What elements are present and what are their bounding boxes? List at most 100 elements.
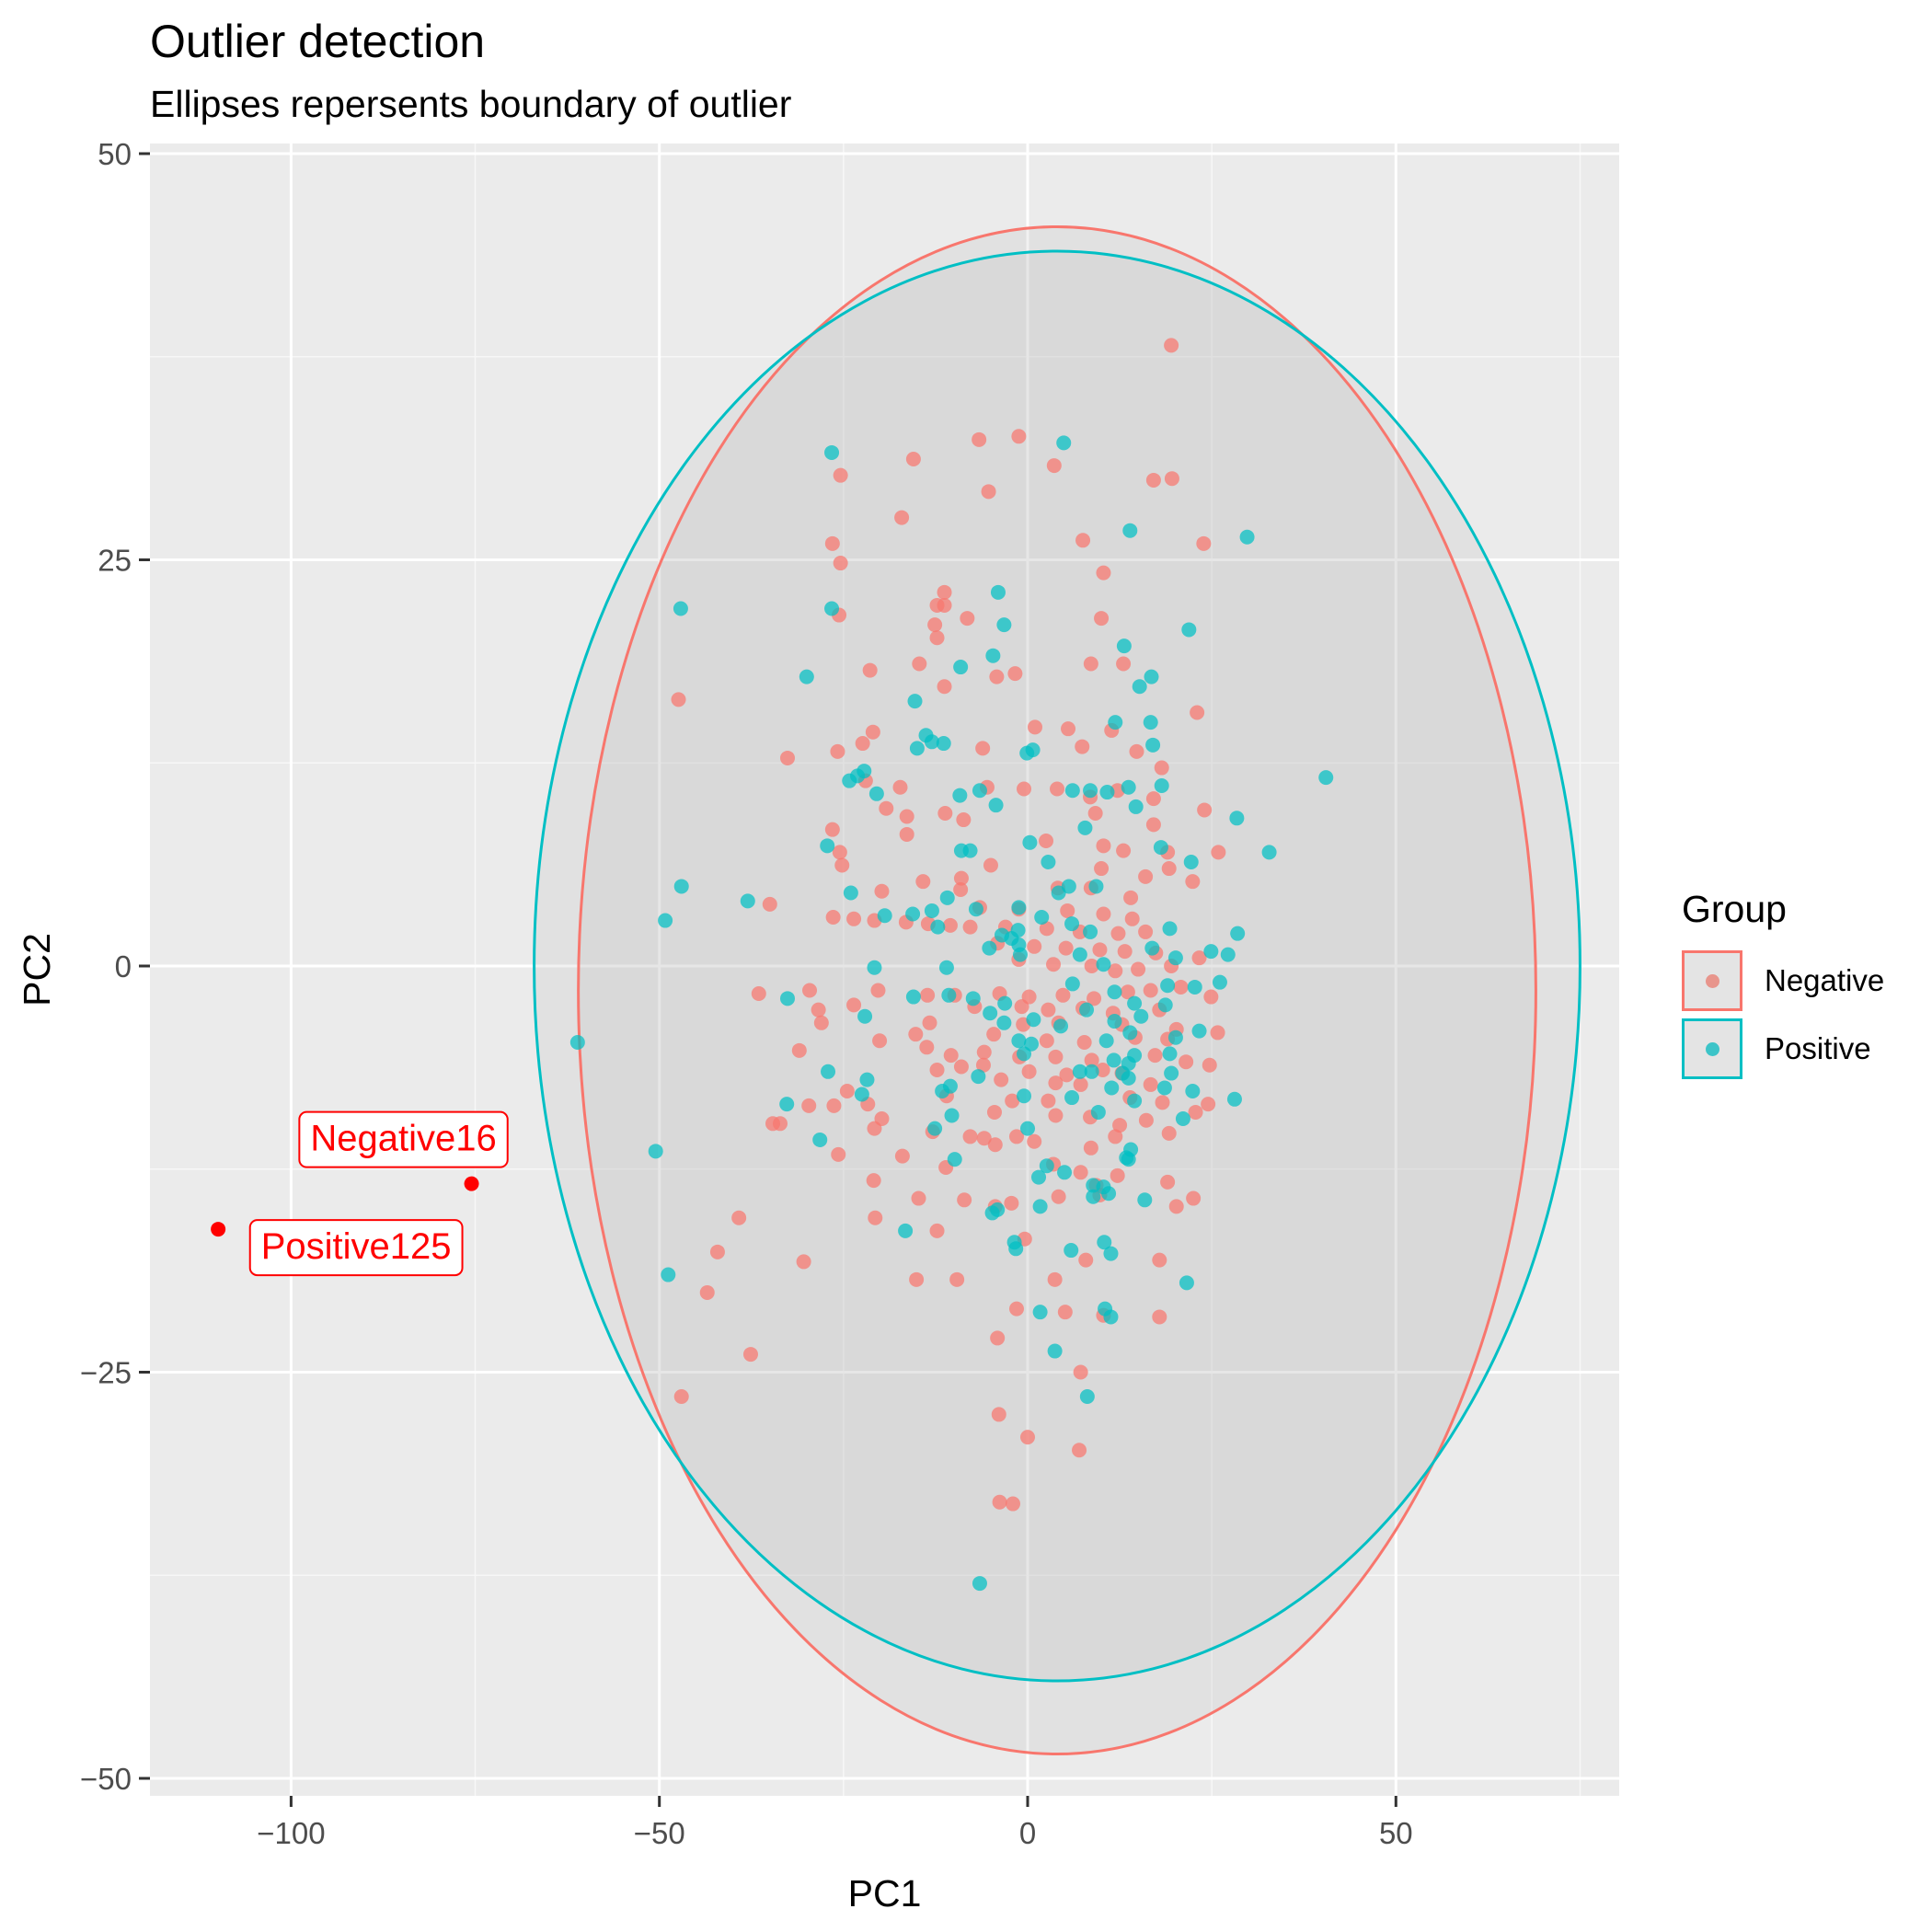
point-positive <box>947 1152 962 1167</box>
point-positive <box>1016 1046 1031 1062</box>
point-negative <box>919 1040 935 1055</box>
point-positive <box>1116 638 1132 654</box>
point-positive <box>1185 1083 1201 1098</box>
point-positive <box>1121 779 1136 795</box>
point-positive <box>854 1087 869 1102</box>
point-positive <box>965 991 981 1006</box>
point-positive <box>658 913 673 928</box>
point-positive <box>842 773 857 788</box>
point-positive <box>673 601 688 616</box>
legend-item-negative: Negative <box>1682 948 1884 1014</box>
point-positive <box>972 783 987 799</box>
point-negative <box>1116 843 1132 858</box>
point-positive <box>968 902 983 917</box>
point-positive <box>1006 1235 1022 1250</box>
point-negative <box>1075 739 1090 754</box>
point-negative <box>867 1121 882 1136</box>
point-negative <box>772 1116 788 1132</box>
point-positive <box>1122 1025 1138 1041</box>
point-positive <box>1083 783 1098 799</box>
point-negative <box>1160 1174 1176 1190</box>
point-negative <box>989 669 1005 684</box>
point-positive <box>1039 1158 1054 1174</box>
point-negative <box>994 1072 1009 1087</box>
point-negative <box>976 1044 992 1060</box>
point-positive <box>857 1008 873 1024</box>
x-tick-label: −100 <box>257 1816 325 1850</box>
point-negative <box>1048 1108 1064 1123</box>
point-negative <box>1108 1129 1123 1144</box>
point-negative <box>791 1042 807 1058</box>
point-positive <box>1181 622 1197 638</box>
point-positive <box>1220 947 1236 962</box>
point-positive <box>1162 921 1178 937</box>
point-positive <box>1156 1080 1172 1096</box>
point-positive <box>1144 669 1159 684</box>
point-negative <box>992 1494 1007 1510</box>
point-positive <box>1064 1243 1079 1259</box>
point-negative <box>1112 1118 1128 1133</box>
point-negative <box>953 1059 969 1075</box>
point-positive <box>1107 984 1122 1000</box>
point-positive <box>988 798 1004 813</box>
point-negative <box>1096 906 1111 922</box>
point-negative <box>1039 921 1054 937</box>
point-positive <box>971 1069 986 1085</box>
point-negative <box>1203 989 1219 1005</box>
point-positive <box>1047 1343 1063 1359</box>
point-positive <box>1077 820 1093 835</box>
point-positive <box>1072 947 1087 962</box>
point-positive <box>1072 1064 1087 1079</box>
point-negative <box>1087 805 1103 821</box>
point-negative <box>868 1210 883 1225</box>
point-positive <box>905 989 921 1005</box>
point-negative <box>699 1284 715 1300</box>
point-negative <box>1095 1063 1110 1078</box>
point-positive <box>1090 1104 1106 1120</box>
point-positive <box>569 1035 585 1051</box>
point-positive <box>924 903 939 918</box>
point-negative <box>1094 611 1110 627</box>
point-positive <box>930 919 946 935</box>
point-negative <box>1155 1095 1170 1110</box>
outlier-label: Positive125 <box>261 1226 452 1267</box>
point-positive <box>779 1097 795 1112</box>
point-positive <box>1103 1309 1119 1325</box>
point-negative <box>1154 760 1169 776</box>
point-negative <box>912 656 927 672</box>
point-negative <box>1028 719 1043 735</box>
point-positive <box>1084 1064 1099 1079</box>
point-negative <box>894 510 910 525</box>
point-negative <box>937 597 952 613</box>
point-negative <box>987 1137 1003 1153</box>
legend-title: Group <box>1682 888 1787 930</box>
point-positive <box>1153 840 1168 856</box>
point-positive <box>1064 783 1080 799</box>
point-positive <box>1175 1111 1190 1127</box>
point-negative <box>826 1098 842 1113</box>
point-positive <box>1143 715 1158 730</box>
point-negative <box>962 1129 978 1144</box>
point-negative <box>671 692 686 707</box>
point-negative <box>975 741 991 756</box>
point-positive <box>953 660 969 675</box>
point-negative <box>1078 1252 1094 1268</box>
point-negative <box>1058 940 1074 956</box>
point-negative <box>1197 802 1213 818</box>
point-negative <box>983 857 998 873</box>
y-tick-label: 0 <box>115 949 132 983</box>
point-negative <box>1084 1052 1099 1068</box>
point-negative <box>990 1330 1006 1346</box>
point-negative <box>981 484 996 500</box>
point-positive <box>936 736 951 752</box>
point-positive <box>1056 435 1072 451</box>
point-negative <box>899 809 914 824</box>
y-tick-label: 50 <box>98 137 132 171</box>
point-negative <box>1191 950 1207 966</box>
point-negative <box>1075 533 1091 548</box>
point-negative <box>909 1271 925 1287</box>
point-positive <box>1187 979 1202 995</box>
point-negative <box>834 857 850 873</box>
point-positive <box>1012 947 1028 962</box>
point-negative <box>846 997 862 1013</box>
